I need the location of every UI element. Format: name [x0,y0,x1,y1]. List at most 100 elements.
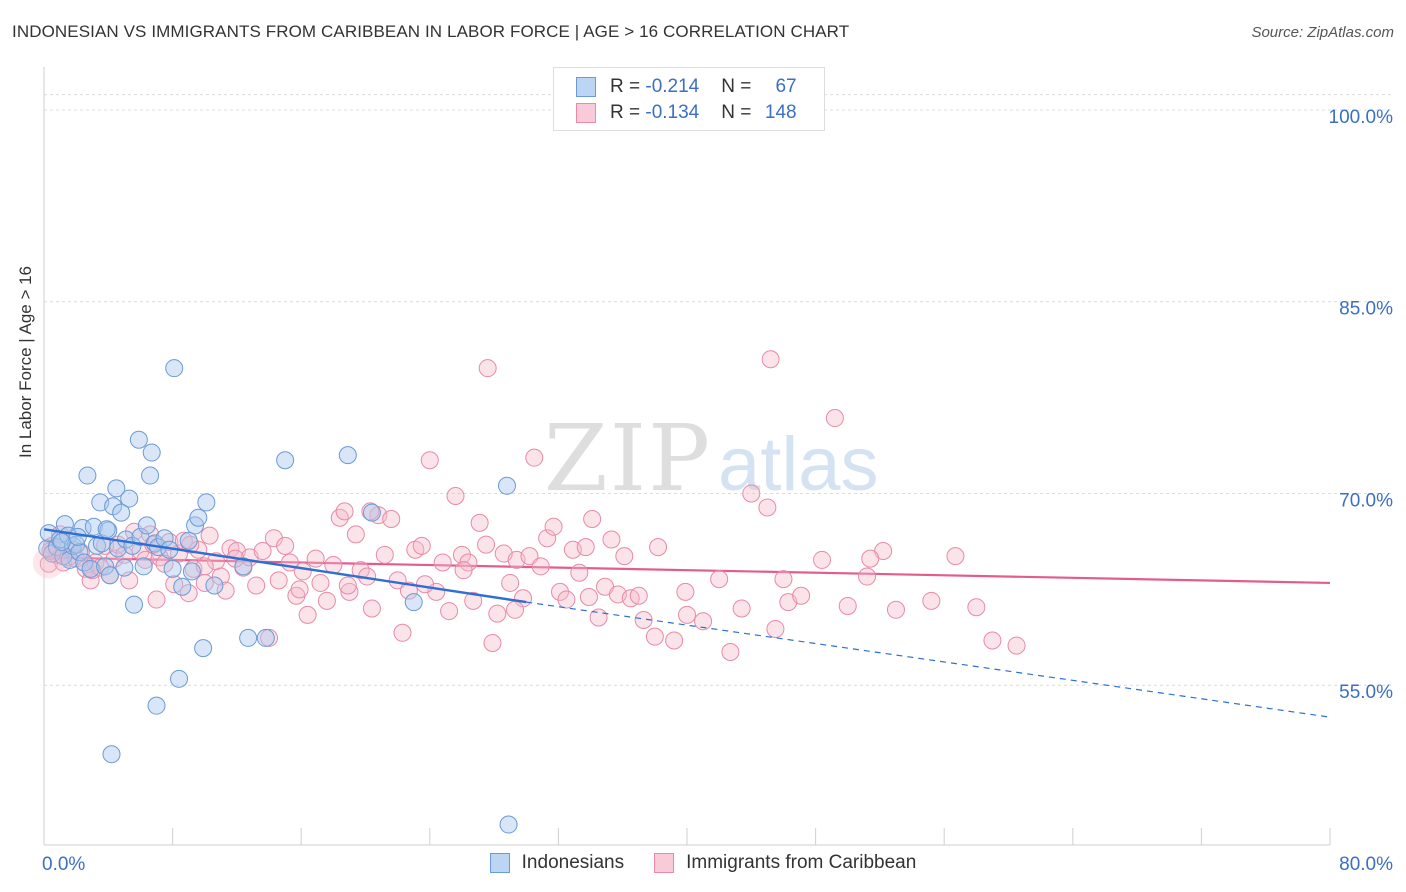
y-tick-label: 55.0% [1339,682,1393,703]
point-indonesians [75,553,94,572]
legend-item-indonesians: Indonesians [489,852,625,874]
point-caribbean [179,584,198,603]
point-caribbean [415,575,434,594]
point-caribbean [211,567,230,586]
trend-extension-indonesians [526,601,1331,718]
point-caribbean [454,561,473,580]
point-indonesians [120,489,139,508]
point-caribbean [531,557,550,576]
point-indonesians [43,544,62,563]
point-caribbean [306,549,325,568]
point-caribbean [393,623,412,642]
point-caribbean [766,619,785,638]
point-caribbean [420,451,439,470]
point-caribbean [76,559,95,578]
point-caribbean [629,586,648,605]
point-indonesians [60,550,79,569]
point-caribbean [825,409,844,428]
point-caribbean [634,611,653,630]
point-indonesians [276,451,295,470]
point-caribbean [544,517,563,536]
data-points [32,350,1026,834]
point-indonesians [239,628,258,647]
n-label: N = [721,76,757,97]
point-caribbean [678,605,696,624]
point-caribbean [525,448,544,467]
point-caribbean [276,536,295,555]
point-caribbean [615,547,634,566]
watermark: ZIP atlas [544,405,879,512]
r-value: -0.134 [645,102,700,123]
point-indonesians [165,359,184,378]
point-indonesians [256,628,275,647]
point-caribbean [501,573,520,592]
point-indonesians [338,446,357,465]
point-caribbean [758,498,777,517]
point-caribbean [311,573,330,592]
point-caribbean [792,586,811,605]
point-caribbean [330,508,349,527]
point-indonesians [78,466,97,485]
axes [43,67,1331,846]
point-caribbean [346,525,365,544]
point-caribbean [838,596,857,615]
point-caribbean [136,550,155,569]
watermark-atlas: atlas [718,422,879,507]
point-indonesians [170,669,189,688]
series-legend: Indonesians Immigrants from Caribbean [0,852,1406,874]
point-caribbean [105,549,124,568]
point-indonesians [147,696,166,715]
r-label: R = [610,102,646,123]
point-caribbean [32,546,65,579]
y-tick-label: 85.0% [1339,299,1393,320]
point-caribbean [440,602,459,621]
point-caribbean [464,591,483,610]
point-caribbean [579,588,598,607]
point-caribbean [813,550,832,569]
point-caribbean [351,561,370,580]
point-caribbean [340,582,359,601]
point-indonesians [163,559,182,578]
point-caribbean [520,547,539,566]
point-caribbean [298,605,317,624]
r-label: R = [610,76,646,97]
point-indonesians [107,479,126,498]
point-indonesians [125,595,144,614]
point-indonesians [189,508,208,527]
point-caribbean [742,484,761,503]
n-value: 148 [764,102,797,123]
point-caribbean [694,612,713,631]
trend-line-indonesians [43,528,527,604]
point-caribbean [649,538,668,557]
point-caribbean [645,627,664,646]
point-caribbean [338,576,357,595]
point-caribbean [446,487,465,506]
chart-title: INDONESIAN VS IMMIGRANTS FROM CARIBBEAN … [12,22,850,41]
x-tick-label: 0.0% [42,854,85,875]
point-caribbean [293,562,312,581]
watermark-zip: ZIP [544,405,712,512]
y-axis-label: In Labor Force | Age > 16 [16,265,35,458]
point-indonesians [197,493,216,512]
point-indonesians [142,443,161,462]
point-indonesians [134,557,153,576]
legend-label: Indonesians [521,852,625,873]
legend-swatch-pink [654,853,675,873]
legend-swatch-blue [489,853,510,873]
point-caribbean [551,582,570,601]
point-caribbean [732,599,751,618]
point-caribbean [576,538,595,557]
point-caribbean [433,553,452,572]
point-caribbean [967,598,986,617]
point-indonesians [499,815,518,834]
stats-legend: R = -0.214 N = 67 R = -0.134 N = 148 [553,67,825,131]
trend-indonesians [43,528,1331,718]
stats-row-caribbean: R = -0.134 N = 148 [576,101,797,125]
point-caribbean [721,642,740,661]
point-caribbean [983,631,1002,650]
point-indonesians [68,527,87,546]
point-indonesians [129,430,148,449]
point-indonesians [137,516,156,535]
legend-item-caribbean: Immigrants from Caribbean [654,852,916,874]
